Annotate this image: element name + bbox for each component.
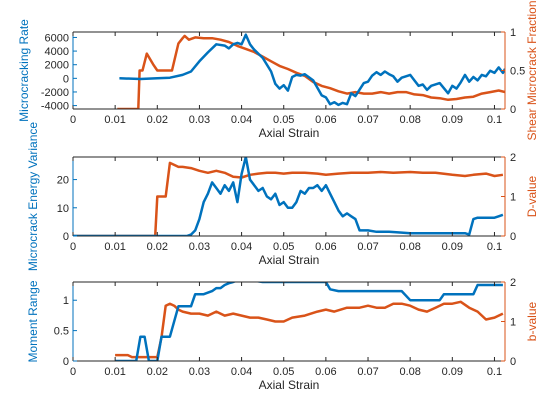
x-tick-label: 0.09 — [442, 241, 463, 253]
x-tick-label: 0.1 — [487, 366, 502, 378]
x-tick-label: 0.06 — [315, 366, 336, 378]
panel-1-lines — [117, 33, 505, 109]
x-tick-label: 0.05 — [273, 114, 294, 126]
left-y-tick-label: 6000 — [45, 32, 69, 44]
left-y-axis-title: Microcracking Rate — [17, 19, 31, 122]
x-tick-label: 0.08 — [399, 114, 420, 126]
left-y-tick-label: 0 — [63, 356, 69, 368]
x-tick-label: 0 — [70, 241, 76, 253]
x-tick-label: 0.09 — [442, 114, 463, 126]
x-tick-label: 0.05 — [273, 366, 294, 378]
x-tick-label: 0.06 — [315, 114, 336, 126]
left-y-tick-label: 4000 — [45, 46, 69, 58]
x-tick-label: 0.03 — [189, 241, 210, 253]
panel-2-ticks: 0 0.01 0.02 0.03 0.04 0.05 0.06 0.07 0.08 0.09 0.1… — [57, 152, 516, 253]
x-tick-label: 0.07 — [357, 241, 378, 253]
right-y-tick-label: 2 — [510, 277, 516, 289]
panel-microcracking-rate: 0 0.01 0.02 0.03 0.04 0.05 0.06 0.07 0.08 0.09 0.1… — [17, 0, 539, 140]
x-tick-label: 0.03 — [189, 366, 210, 378]
panel-3-ticks: 0 0.01 0.02 0.03 0.04 0.05 0.06 0.07 0.08 0.09 0.1… — [54, 277, 516, 378]
right-y-tick-label: 0 — [510, 104, 516, 116]
right-y-tick-label: 0 — [510, 356, 516, 368]
x-tick-label: 0 — [70, 366, 76, 378]
x-tick-label: 0.01 — [104, 366, 125, 378]
x-tick-label: 0.03 — [189, 114, 210, 126]
left-y-tick-label: 0 — [63, 73, 69, 85]
x-tick-label: 0.01 — [104, 241, 125, 253]
right-y-tick-label: 1 — [510, 317, 516, 329]
x-tick-label: 0.1 — [487, 114, 502, 126]
left-axis-series-line — [115, 282, 503, 361]
x-tick-label: 0.04 — [231, 241, 252, 253]
left-axis-series-line — [119, 33, 505, 107]
left-y-axis-title: Moment Range — [26, 280, 40, 362]
right-y-axis-title: Shear Microcrack Fraction — [525, 0, 539, 140]
x-tick-label: 0.02 — [147, 114, 168, 126]
x-axis-title: Axial Strain — [259, 253, 320, 267]
panel-3-lines — [115, 282, 504, 361]
x-tick-label: 0.02 — [147, 366, 168, 378]
right-axis-series-line — [115, 300, 504, 359]
left-y-tick-label: 20 — [57, 175, 69, 187]
x-tick-label: 0.01 — [104, 114, 125, 126]
panel-1-ticks: 0 0.01 0.02 0.03 0.04 0.05 0.06 0.07 0.08 0.09 0.1… — [41, 27, 525, 126]
x-tick-label: 0.02 — [147, 241, 168, 253]
left-y-tick-label: 10 — [57, 203, 69, 215]
right-axis-series-line — [73, 161, 504, 236]
right-y-tick-label: 0.5 — [510, 66, 525, 78]
right-y-tick-label: 0 — [510, 231, 516, 243]
left-y-axis-title: Microcrack Energy Variance — [26, 122, 40, 271]
left-y-tick-label: 2000 — [45, 60, 69, 72]
x-tick-label: 0.07 — [357, 114, 378, 126]
panel-3-frame — [72, 281, 506, 362]
x-tick-label: 0.04 — [231, 366, 252, 378]
right-y-tick-label: 2 — [510, 152, 516, 164]
x-tick-label: 0.09 — [442, 366, 463, 378]
x-axis-title: Axial Strain — [259, 126, 320, 140]
x-axis-title: Axial Strain — [259, 378, 320, 392]
left-y-tick-label: -4000 — [41, 101, 69, 113]
right-y-tick-label: 1 — [510, 192, 516, 204]
x-tick-label: 0.04 — [231, 114, 252, 126]
right-y-axis-title: D-value — [525, 176, 539, 218]
panel-2-frame — [72, 156, 506, 237]
x-tick-label: 0.08 — [399, 366, 420, 378]
right-y-axis-title: b-value — [525, 301, 539, 341]
panel-energy-variance: 0 0.01 0.02 0.03 0.04 0.05 0.06 0.07 0.08 0.09 0.1… — [26, 122, 539, 271]
left-y-tick-label: -2000 — [41, 87, 69, 99]
left-y-tick-label: 0.5 — [54, 326, 69, 338]
panel-2-lines — [73, 157, 504, 236]
right-axis-series-line — [117, 34, 505, 109]
panel-moment-range: 0 0.01 0.02 0.03 0.04 0.05 0.06 0.07 0.08 0.09 0.1… — [26, 277, 539, 392]
x-tick-label: 0.1 — [487, 241, 502, 253]
x-tick-label: 0.08 — [399, 241, 420, 253]
left-axis-series-line — [73, 157, 504, 236]
x-tick-label: 0.07 — [357, 366, 378, 378]
right-y-tick-label: 1 — [510, 27, 516, 39]
x-tick-label: 0.05 — [273, 241, 294, 253]
x-tick-label: 0 — [70, 114, 76, 126]
x-tick-label: 0.06 — [315, 241, 336, 253]
left-y-tick-label: 0 — [63, 231, 69, 243]
left-y-tick-label: 1 — [63, 295, 69, 307]
